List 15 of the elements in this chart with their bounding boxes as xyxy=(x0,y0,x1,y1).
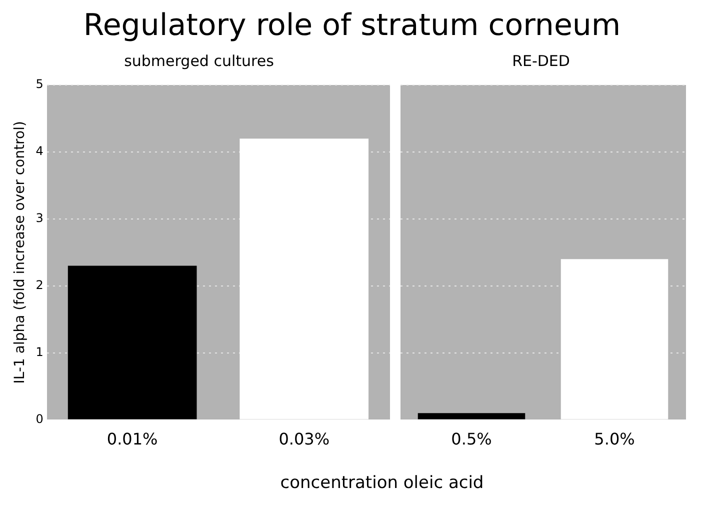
y-tick-label: 5 xyxy=(36,77,44,92)
chart-subtitle: RE-DED xyxy=(512,52,570,70)
y-tick-label: 1 xyxy=(36,344,44,359)
chart-subtitle: submerged cultures xyxy=(124,52,274,70)
x-tick-label: 0.03% xyxy=(278,430,330,449)
chart-title: Regulatory role of stratum corneum xyxy=(82,8,622,43)
y-tick-label: 4 xyxy=(36,144,44,158)
y-tick-label: 2 xyxy=(36,278,44,292)
x-tick-label: 0.5% xyxy=(451,430,492,449)
y-tick-label: 3 xyxy=(36,211,44,226)
y-tick-label: 0 xyxy=(36,412,44,426)
x-tick-label: 0.01% xyxy=(106,430,158,449)
x-axis-title: concentration oleic acid xyxy=(279,473,485,493)
x-tick-label: 5.0% xyxy=(594,430,635,449)
y-axis-title: IL-1 alpha (fold increase over control) xyxy=(12,121,28,384)
